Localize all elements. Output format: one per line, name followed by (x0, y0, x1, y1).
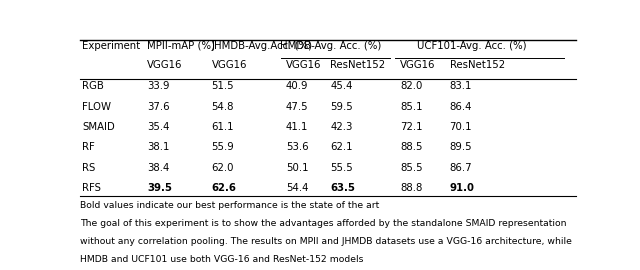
Text: 55.5: 55.5 (330, 163, 353, 173)
Text: 45.4: 45.4 (330, 81, 353, 91)
Text: RS: RS (83, 163, 96, 173)
Text: The goal of this experiment is to show the advantages afforded by the standalone: The goal of this experiment is to show t… (80, 219, 566, 228)
Text: 47.5: 47.5 (286, 102, 308, 112)
Text: 62.0: 62.0 (211, 163, 234, 173)
Text: Experiment: Experiment (83, 41, 141, 51)
Text: RF: RF (83, 142, 95, 152)
Text: 37.6: 37.6 (147, 102, 170, 112)
Text: VGG16: VGG16 (286, 60, 321, 70)
Text: HMDB and UCF101 use both VGG-16 and ResNet-152 models: HMDB and UCF101 use both VGG-16 and ResN… (80, 255, 364, 264)
Text: 62.6: 62.6 (211, 183, 236, 193)
Text: 63.5: 63.5 (330, 183, 355, 193)
Text: SMAID: SMAID (83, 122, 115, 132)
Text: HMDB-Avg. Acc. (%): HMDB-Avg. Acc. (%) (280, 41, 381, 51)
Text: 55.9: 55.9 (211, 142, 234, 152)
Text: UCF101-Avg. Acc. (%): UCF101-Avg. Acc. (%) (417, 41, 527, 51)
Text: 85.1: 85.1 (400, 102, 422, 112)
Text: 39.5: 39.5 (147, 183, 172, 193)
Text: VGG16: VGG16 (211, 60, 247, 70)
Text: JHMDB-Avg.Acc. (%): JHMDB-Avg.Acc. (%) (211, 41, 312, 51)
Text: 51.5: 51.5 (211, 81, 234, 91)
Text: ResNet152: ResNet152 (449, 60, 505, 70)
Text: ResNet152: ResNet152 (330, 60, 386, 70)
Text: VGG16: VGG16 (400, 60, 435, 70)
Text: Bold values indicate our best performance is the state of the art: Bold values indicate our best performanc… (80, 201, 380, 210)
Text: 38.4: 38.4 (147, 163, 170, 173)
Text: RFS: RFS (83, 183, 102, 193)
Text: 72.1: 72.1 (400, 122, 422, 132)
Text: 70.1: 70.1 (449, 122, 472, 132)
Text: VGG16: VGG16 (147, 60, 182, 70)
Text: MPII-mAP (%): MPII-mAP (%) (147, 41, 215, 51)
Text: 50.1: 50.1 (286, 163, 308, 173)
Text: 61.1: 61.1 (211, 122, 234, 132)
Text: 42.3: 42.3 (330, 122, 353, 132)
Text: 85.5: 85.5 (400, 163, 422, 173)
Text: 86.4: 86.4 (449, 102, 472, 112)
Text: 38.1: 38.1 (147, 142, 170, 152)
Text: 83.1: 83.1 (449, 81, 472, 91)
Text: 62.1: 62.1 (330, 142, 353, 152)
Text: 54.4: 54.4 (286, 183, 308, 193)
Text: 33.9: 33.9 (147, 81, 170, 91)
Text: 41.1: 41.1 (286, 122, 308, 132)
Text: 91.0: 91.0 (449, 183, 474, 193)
Text: 88.8: 88.8 (400, 183, 422, 193)
Text: 89.5: 89.5 (449, 142, 472, 152)
Text: without any correlation pooling. The results on MPII and JHMDB datasets use a VG: without any correlation pooling. The res… (80, 237, 572, 246)
Text: 88.5: 88.5 (400, 142, 422, 152)
Text: FLOW: FLOW (83, 102, 111, 112)
Text: 40.9: 40.9 (286, 81, 308, 91)
Text: 86.7: 86.7 (449, 163, 472, 173)
Text: RGB: RGB (83, 81, 104, 91)
Text: 59.5: 59.5 (330, 102, 353, 112)
Text: 53.6: 53.6 (286, 142, 308, 152)
Text: 35.4: 35.4 (147, 122, 170, 132)
Text: 82.0: 82.0 (400, 81, 422, 91)
Text: 54.8: 54.8 (211, 102, 234, 112)
